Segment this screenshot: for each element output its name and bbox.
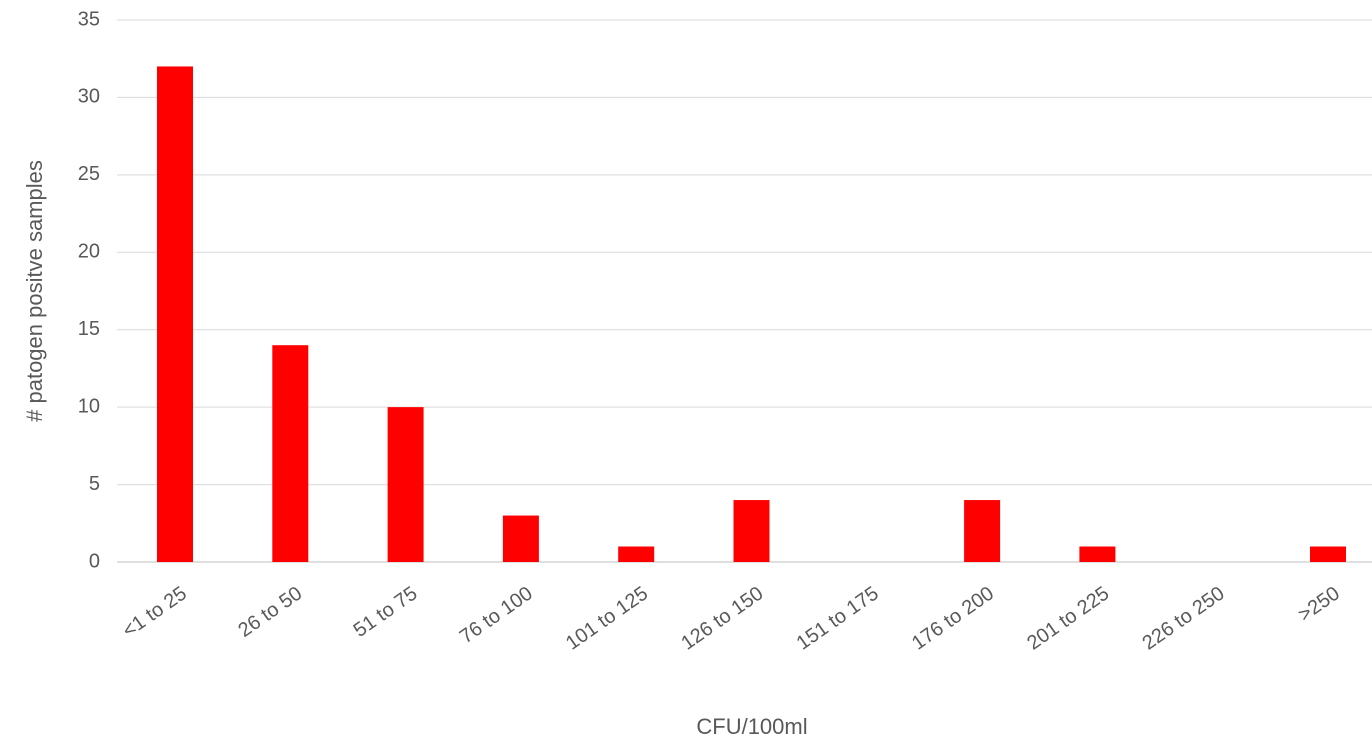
- x-tick-label: >250: [1294, 582, 1344, 626]
- y-tick-label: 35: [78, 8, 100, 30]
- bar: [964, 500, 1001, 562]
- bar: [502, 515, 539, 562]
- x-tick-label: 76 to 100: [456, 582, 537, 648]
- x-tick-label: 51 to 75: [350, 582, 422, 641]
- bar: [387, 407, 424, 562]
- x-tick-label: 201 to 225: [1023, 582, 1113, 654]
- y-tick-label: 20: [78, 241, 100, 263]
- x-tick-label: 26 to 50: [234, 582, 306, 641]
- y-tick-label: 25: [78, 163, 100, 185]
- bar: [157, 66, 193, 562]
- bar: [272, 345, 309, 562]
- y-tick-label: 15: [78, 318, 100, 340]
- x-tick-label: 126 to 150: [677, 582, 767, 654]
- x-tick-label: <1 to 25: [119, 582, 191, 642]
- x-tick-label: 151 to 175: [793, 582, 883, 654]
- bar: [733, 500, 770, 562]
- y-tick-label: 5: [89, 473, 100, 495]
- x-axis-label: CFU/100ml: [696, 714, 807, 739]
- bar: [1310, 546, 1346, 562]
- bar: [1079, 546, 1116, 562]
- x-tick-label: 101 to 125: [562, 582, 652, 654]
- bar: [618, 546, 655, 562]
- y-tick-label: 0: [89, 550, 100, 572]
- y-axis-label: # patogen positve samples: [22, 160, 47, 422]
- y-tick-label: 10: [78, 395, 100, 417]
- x-tick-label: 176 to 200: [908, 582, 998, 654]
- x-tick-label: 226 to 250: [1139, 582, 1229, 654]
- y-tick-label: 30: [78, 86, 100, 108]
